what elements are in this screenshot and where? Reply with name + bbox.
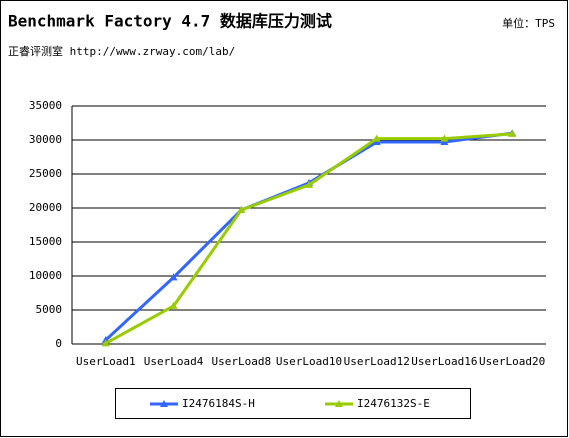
- y-tick-label: 5000: [36, 303, 63, 316]
- point-marker: [508, 129, 517, 137]
- x-tick-label: UserLoad4: [144, 355, 204, 368]
- legend-marker: [335, 400, 343, 407]
- x-tick-label: UserLoad16: [411, 355, 477, 368]
- x-tick-label: UserLoad8: [211, 355, 271, 368]
- point-marker: [237, 206, 246, 214]
- point-marker: [440, 134, 449, 142]
- legend-label: I2476132S-E: [357, 397, 430, 410]
- y-tick-label: 15000: [29, 235, 62, 248]
- x-tick-label: UserLoad12: [344, 355, 410, 368]
- y-tick-label: 10000: [29, 269, 62, 282]
- subtitle: 正睿评测室 http://www.zrway.com/lab/: [8, 44, 235, 58]
- x-tick-label: UserLoad10: [276, 355, 342, 368]
- y-tick-label: 25000: [29, 167, 62, 180]
- point-marker: [169, 273, 178, 281]
- point-marker: [169, 301, 178, 309]
- unit-label: 单位：TPS: [502, 16, 555, 30]
- y-tick-label: 35000: [29, 99, 62, 112]
- legend-label: I2476184S-H: [182, 397, 255, 410]
- y-tick-label: 30000: [29, 133, 62, 146]
- point-marker: [101, 339, 110, 347]
- y-tick-label: 20000: [29, 201, 62, 214]
- point-marker: [372, 134, 381, 142]
- chart-title: Benchmark Factory 4.7 数据库压力测试: [8, 12, 332, 31]
- point-marker: [305, 180, 313, 188]
- x-tick-label: UserLoad1: [76, 355, 136, 368]
- legend-marker: [160, 400, 168, 407]
- x-tick-label: UserLoad20: [479, 355, 545, 368]
- y-tick-label: 0: [55, 337, 62, 350]
